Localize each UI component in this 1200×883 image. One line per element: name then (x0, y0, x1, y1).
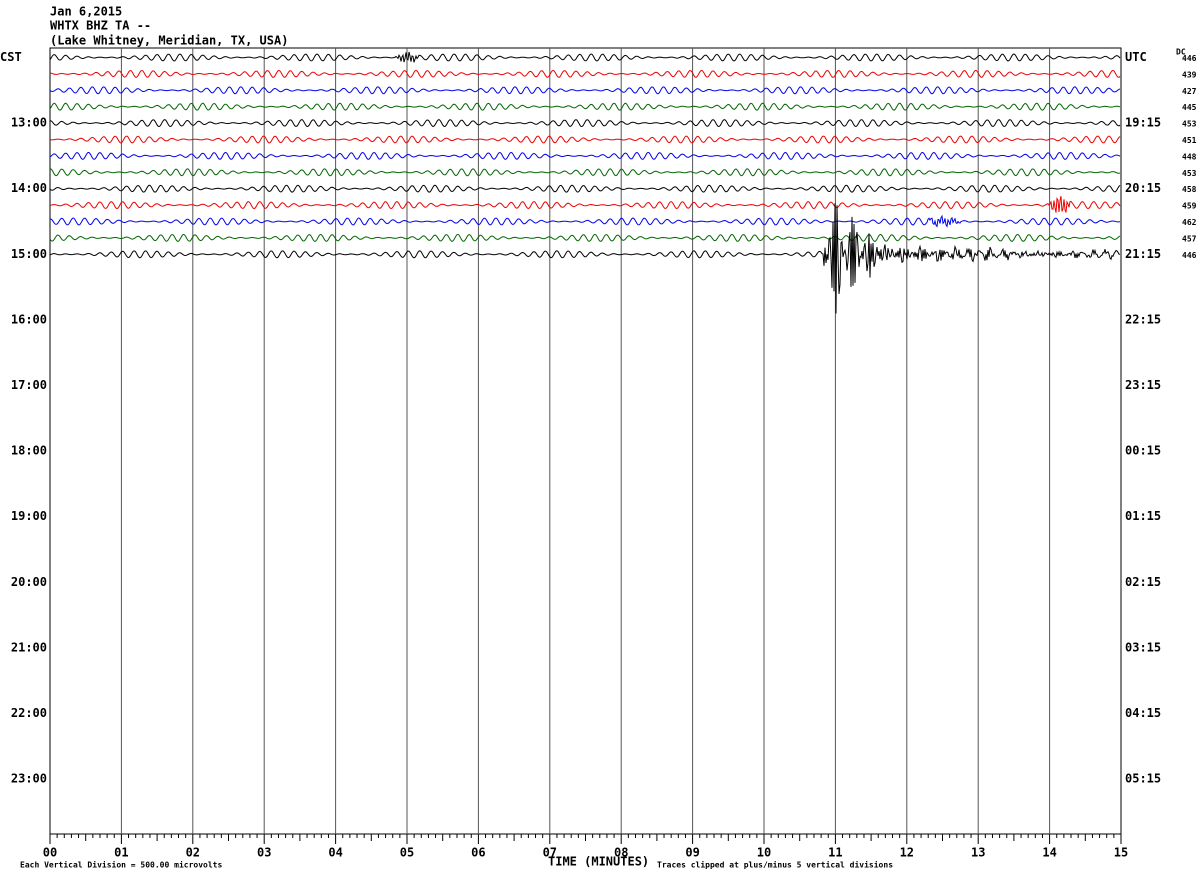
right-label: UTC (1125, 50, 1147, 64)
station: WHTX BHZ TA -- (50, 19, 151, 33)
trace (49, 86, 1121, 95)
trace (49, 203, 1121, 314)
left-label: 21:00 (11, 640, 47, 654)
left-label: 18:00 (11, 444, 47, 458)
trace (49, 119, 1121, 128)
x-tick-label: 05 (400, 846, 414, 860)
right-label: 22:15 (1125, 312, 1161, 326)
dc-value: 462 (1182, 218, 1197, 227)
trace (49, 135, 1121, 144)
left-label: 13:00 (11, 116, 47, 130)
right-label: 20:15 (1125, 181, 1161, 195)
x-tick-label: 12 (900, 846, 914, 860)
x-tick-label: 01 (114, 846, 128, 860)
left-label: 19:00 (11, 509, 47, 523)
left-label: 20:00 (11, 575, 47, 589)
x-axis-title: TIME (MINUTES) (548, 855, 649, 869)
x-tick-label: 09 (685, 846, 699, 860)
left-label: 17:00 (11, 378, 47, 392)
dc-value: 446 (1182, 54, 1197, 63)
dc-value: 458 (1182, 185, 1197, 194)
x-tick-label: 14 (1042, 846, 1056, 860)
trace (49, 102, 1121, 111)
dc-value: 448 (1182, 152, 1197, 161)
trace (49, 233, 1121, 242)
date: Jan 6,2015 (50, 5, 122, 19)
trace (49, 184, 1121, 193)
trace (49, 195, 1121, 213)
right-label: 04:15 (1125, 706, 1161, 720)
x-tick-label: 15 (1114, 846, 1128, 860)
x-tick-label: 10 (757, 846, 771, 860)
left-label: 15:00 (11, 247, 47, 261)
right-label: 21:15 (1125, 247, 1161, 261)
trace (49, 69, 1121, 78)
right-label: 00:15 (1125, 444, 1161, 458)
left-label: 22:00 (11, 706, 47, 720)
x-tick-label: 04 (328, 846, 342, 860)
trace (49, 214, 1121, 228)
dc-value: 427 (1182, 87, 1197, 96)
dc-value: 453 (1182, 120, 1197, 129)
x-tick-label: 08 (614, 846, 628, 860)
dc-value: 457 (1182, 234, 1197, 243)
right-label: 03:15 (1125, 640, 1161, 654)
plot-frame (49, 47, 1122, 835)
x-tick-label: 00 (43, 846, 57, 860)
x-tick-label: 06 (471, 846, 485, 860)
left-label: CST (0, 50, 22, 64)
trace (49, 168, 1121, 177)
dc-value: 445 (1182, 103, 1197, 112)
trace (49, 51, 1121, 63)
trace (49, 151, 1121, 160)
left-label: 23:00 (11, 772, 47, 786)
right-label: 05:15 (1125, 772, 1161, 786)
location: (Lake Whitney, Meridian, TX, USA) (50, 34, 288, 48)
x-tick-label: 11 (828, 846, 842, 860)
dc-value: 459 (1182, 202, 1197, 211)
right-label: 23:15 (1125, 378, 1161, 392)
x-tick-label: 13 (971, 846, 985, 860)
dc-value: 451 (1182, 136, 1197, 145)
dc-label: DC (1176, 48, 1186, 57)
x-tick-label: 07 (543, 846, 557, 860)
right-label: 01:15 (1125, 509, 1161, 523)
scale-note: Each Vertical Division = 500.00 microvol… (20, 860, 222, 870)
left-label: 14:00 (11, 181, 47, 195)
dc-value: 439 (1182, 70, 1197, 79)
x-tick-label: 02 (186, 846, 200, 860)
dc-value: 446 (1182, 251, 1197, 260)
right-label: 02:15 (1125, 575, 1161, 589)
right-label: 19:15 (1125, 116, 1161, 130)
dc-value: 453 (1182, 169, 1197, 178)
left-label: 16:00 (11, 312, 47, 326)
clip-note: Traces clipped at plus/minus 5 vertical … (657, 860, 893, 870)
x-tick-label: 03 (257, 846, 271, 860)
